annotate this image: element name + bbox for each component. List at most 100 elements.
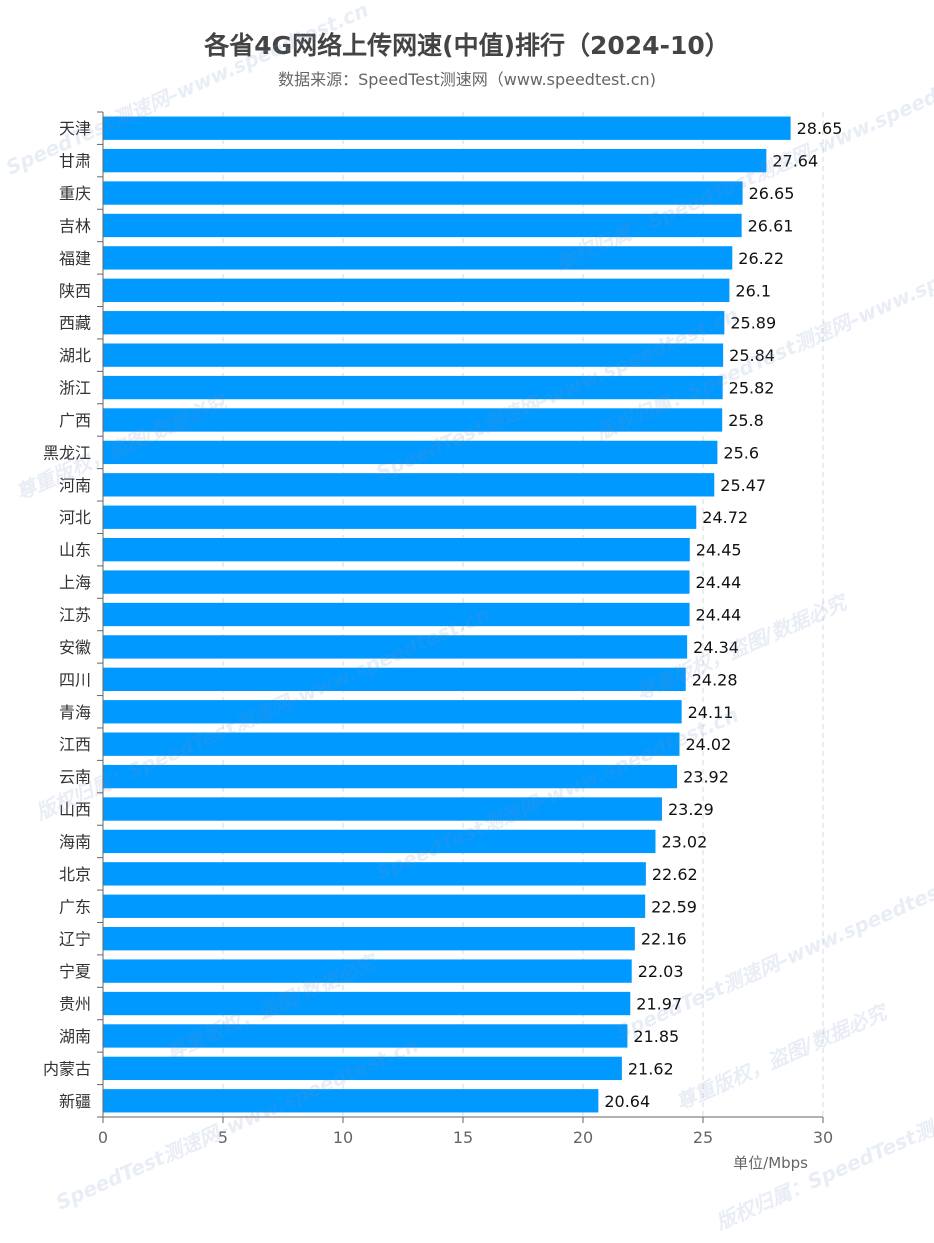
category-label: 宁夏 bbox=[59, 962, 91, 981]
value-label: 26.22 bbox=[738, 249, 784, 268]
value-label: 26.1 bbox=[735, 281, 771, 300]
bar bbox=[103, 116, 791, 140]
value-label: 27.64 bbox=[772, 152, 818, 171]
category-label: 山东 bbox=[59, 541, 91, 560]
bar bbox=[103, 440, 718, 465]
category-label: 青海 bbox=[59, 703, 91, 722]
category-label: 广东 bbox=[59, 897, 91, 916]
value-label: 24.02 bbox=[685, 735, 731, 754]
bar bbox=[103, 1089, 599, 1113]
axes bbox=[97, 111, 824, 1123]
value-label: 22.03 bbox=[638, 962, 684, 981]
bar bbox=[103, 797, 662, 821]
bar bbox=[103, 343, 724, 367]
value-label: 22.59 bbox=[651, 897, 697, 916]
bar bbox=[103, 246, 733, 270]
bar bbox=[103, 862, 646, 886]
category-label: 河北 bbox=[59, 508, 91, 527]
x-tick-label: 20 bbox=[573, 1128, 593, 1147]
bar bbox=[103, 148, 767, 173]
category-label: 重庆 bbox=[59, 184, 91, 203]
value-label: 23.92 bbox=[683, 768, 729, 787]
value-label: 21.85 bbox=[633, 1027, 679, 1046]
category-label: 湖北 bbox=[59, 346, 91, 365]
x-tick-label: 30 bbox=[813, 1128, 833, 1147]
bar bbox=[103, 635, 688, 659]
value-label: 25.6 bbox=[723, 443, 759, 462]
value-label: 22.62 bbox=[652, 865, 698, 884]
category-label: 黑龙江 bbox=[43, 443, 91, 462]
value-label: 26.61 bbox=[748, 216, 794, 235]
category-label: 吉林 bbox=[59, 216, 91, 235]
x-tick-label: 5 bbox=[218, 1128, 228, 1147]
value-label: 28.65 bbox=[797, 119, 843, 138]
bar bbox=[103, 927, 635, 951]
category-label: 广西 bbox=[59, 411, 91, 430]
category-label: 云南 bbox=[59, 768, 91, 787]
value-label: 24.11 bbox=[688, 703, 734, 722]
value-label: 22.16 bbox=[641, 930, 687, 949]
bar bbox=[103, 959, 632, 983]
chart-title: 各省4G网络上传网速(中值)排行（2024-10） bbox=[204, 31, 730, 60]
bar bbox=[103, 311, 725, 335]
value-label: 24.44 bbox=[696, 573, 742, 592]
x-tick-label: 10 bbox=[333, 1128, 353, 1147]
bar bbox=[103, 505, 697, 529]
bar bbox=[103, 408, 723, 432]
labels: 天津 28.65 甘肃 27.64 重庆 26.65 吉林 26.61 福建 26.22 陕西 26.… bbox=[43, 119, 842, 1147]
value-label: 24.45 bbox=[696, 541, 742, 560]
category-label: 陕西 bbox=[59, 281, 91, 300]
value-label: 21.62 bbox=[628, 1059, 674, 1078]
value-label: 24.44 bbox=[696, 606, 742, 625]
value-label: 24.28 bbox=[692, 670, 738, 689]
category-label: 湖南 bbox=[59, 1027, 91, 1046]
category-label: 四川 bbox=[59, 670, 91, 689]
watermark-text: SpeedTest测速网–www.speedtest.cn bbox=[372, 702, 742, 884]
value-label: 25.82 bbox=[729, 379, 775, 398]
bar bbox=[103, 700, 682, 724]
bar bbox=[103, 602, 690, 627]
category-label: 北京 bbox=[59, 865, 91, 884]
category-label: 福建 bbox=[59, 249, 91, 268]
bar bbox=[103, 764, 678, 789]
x-tick-label: 0 bbox=[98, 1128, 108, 1147]
category-label: 安徽 bbox=[59, 638, 91, 657]
bar bbox=[103, 894, 646, 918]
bar bbox=[103, 1024, 628, 1048]
bar bbox=[103, 213, 742, 238]
category-label: 浙江 bbox=[59, 379, 91, 398]
watermark-text: 尊重版权，盗图/数据必究 bbox=[672, 999, 892, 1115]
x-tick-label: 25 bbox=[693, 1128, 713, 1147]
category-label: 贵州 bbox=[59, 995, 91, 1014]
value-label: 25.84 bbox=[729, 346, 775, 365]
bar bbox=[103, 181, 743, 205]
value-label: 20.64 bbox=[604, 1092, 650, 1111]
bar bbox=[103, 570, 690, 594]
category-label: 甘肃 bbox=[59, 152, 91, 171]
value-label: 24.72 bbox=[702, 508, 748, 527]
category-label: 河南 bbox=[59, 476, 91, 495]
category-label: 新疆 bbox=[59, 1092, 91, 1111]
bar bbox=[103, 473, 715, 497]
category-label: 内蒙古 bbox=[43, 1059, 91, 1078]
category-label: 上海 bbox=[59, 573, 91, 592]
category-label: 西藏 bbox=[59, 314, 91, 333]
bar bbox=[103, 667, 686, 692]
value-label: 25.8 bbox=[728, 411, 764, 430]
bar bbox=[103, 537, 690, 562]
bar bbox=[103, 991, 631, 1016]
bars bbox=[103, 116, 791, 1113]
category-label: 海南 bbox=[59, 832, 91, 851]
value-label: 23.29 bbox=[668, 800, 714, 819]
x-axis-unit-label: 单位/Mbps bbox=[733, 1154, 808, 1172]
value-label: 25.47 bbox=[720, 476, 766, 495]
bar bbox=[103, 732, 680, 756]
category-label: 江苏 bbox=[59, 606, 91, 625]
bar bbox=[103, 278, 730, 302]
bar bbox=[103, 1056, 622, 1081]
chart-subtitle: 数据来源：SpeedTest测速网（www.speedtest.cn) bbox=[278, 70, 656, 89]
x-tick-label: 15 bbox=[453, 1128, 473, 1147]
value-label: 21.97 bbox=[636, 995, 682, 1014]
category-label: 山西 bbox=[59, 800, 91, 819]
